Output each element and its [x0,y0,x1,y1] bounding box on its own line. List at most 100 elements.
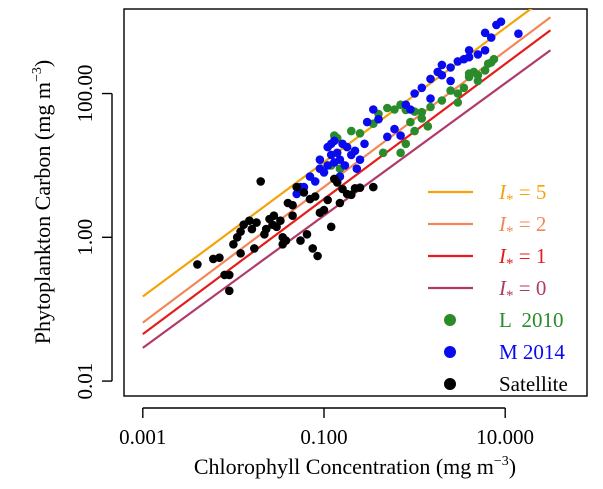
point-0-23 [489,54,499,64]
point-2-29 [332,178,342,187]
point-1-22 [446,63,455,72]
point-0-14 [446,86,455,95]
legend-label-line-1: I* = 2 [498,212,546,240]
point-0-34 [464,72,474,82]
point-2-41 [308,244,318,253]
legend-label-line-2: I* = 1 [498,244,546,272]
point-2-35 [355,183,365,192]
legend-marker-2 [444,378,456,390]
legend-label-line-3: I* = 0 [498,276,546,304]
point-1-46 [323,161,333,170]
point-2-33 [347,190,356,200]
point-0-32 [378,148,388,158]
point-1-32 [315,155,325,164]
point-2-26 [323,195,333,205]
point-0-11 [417,107,427,117]
x-axis: 0.001 0.100 10.000 [119,407,534,449]
point-1-51 [464,46,474,55]
point-0-6 [383,103,392,113]
point-1-11 [374,114,383,124]
point-1-35 [330,136,339,146]
y-axis-label-main: Phytoplankton Carbon (mg m [30,82,55,344]
point-1-21 [437,70,447,80]
point-1-44 [352,164,362,173]
legend: I* = 5 I* = 2 I* = 1 I* = 0 L 2010 M 2014 Sate… [428,180,568,396]
point-1-27 [480,46,490,55]
point-2-20 [292,182,302,192]
point-0-27 [401,139,411,149]
point-1-48 [426,94,435,103]
point-0-26 [396,148,405,158]
point-1-52 [480,28,490,38]
legend-label-series-0: L 2010 [499,308,564,332]
point-2-7 [236,227,245,236]
point-2-48 [276,216,285,225]
point-2-21 [299,188,309,197]
point-2-27 [326,222,336,232]
point-0-20 [480,66,490,75]
x-tick-label-1: 0.100 [300,425,347,449]
point-1-10 [369,105,378,114]
x-axis-label-main: Chlorophyll Concentration (mg m [194,454,494,479]
x-tick-label-0: 0.001 [119,425,166,449]
point-0-33 [453,98,463,107]
point-2-43 [225,270,234,280]
y-tick-label-0: 0.01 [73,363,97,400]
point-1-9 [362,117,372,127]
y-axis-label: Phytoplankton Carbon (mg m−3) [30,60,55,344]
point-0-24 [347,126,356,136]
point-2-46 [261,224,271,234]
point-1-45 [340,161,350,170]
point-2-39 [296,236,305,245]
x-tick-label-2: 10.000 [476,425,534,449]
legend-marker-1 [444,346,456,358]
legend-marker-0 [444,314,456,326]
y-axis-label-sup: −3 [30,67,45,82]
point-1-31 [514,29,523,38]
point-1-50 [446,76,455,86]
point-1-0 [292,189,302,199]
point-1-47 [330,158,339,167]
point-2-0 [193,260,202,269]
point-2-40 [302,230,312,239]
model-line-3 [142,49,552,349]
point-1-49 [437,60,447,70]
point-2-5 [229,240,238,249]
point-0-35 [473,70,483,80]
point-2-45 [250,244,259,253]
point-0-12 [426,102,435,112]
point-1-25 [464,52,474,62]
point-1-38 [350,146,360,156]
point-0-7 [390,105,399,114]
point-0-13 [437,96,447,105]
point-2-47 [268,220,277,229]
model-lines [142,9,552,349]
model-line-2 [142,29,552,336]
y-axis: 0.01 1.00 100.00 [73,65,113,400]
point-1-28 [486,33,496,42]
point-2-42 [313,251,322,261]
point-2-2 [215,253,224,262]
point-2-49 [281,236,291,245]
point-1-18 [417,83,427,93]
point-2-36 [369,182,378,192]
point-1-26 [473,50,483,59]
x-axis-label: Chlorophyll Concentration (mg m−3) [194,454,516,479]
point-2-9 [245,216,254,225]
point-1-17 [410,89,419,98]
point-1-5 [332,148,342,158]
y-tick-label-2: 100.00 [73,65,97,123]
point-1-42 [315,164,325,173]
legend-label-series-2: Satellite [499,372,568,396]
point-1-14 [396,131,405,140]
point-0-15 [453,89,463,98]
point-2-30 [335,198,345,208]
point-2-15 [269,211,279,220]
point-2-4 [225,286,234,296]
point-2-10 [247,224,257,234]
point-1-8 [355,155,365,164]
point-0-25 [355,129,365,138]
point-2-12 [256,177,266,186]
point-1-12 [383,132,392,142]
